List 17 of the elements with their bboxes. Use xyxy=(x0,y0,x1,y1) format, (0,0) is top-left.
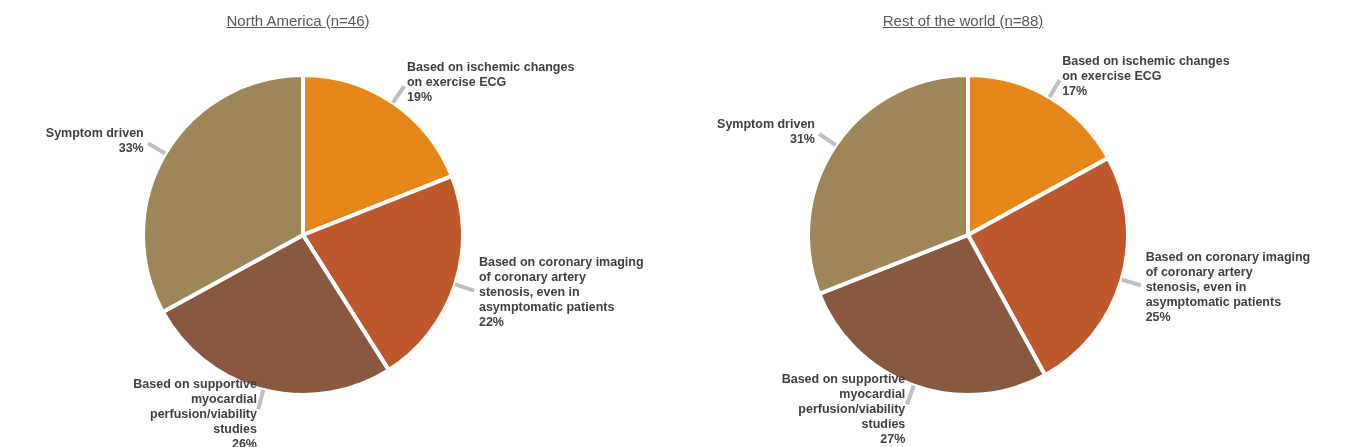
data-label: 25% xyxy=(1145,309,1171,324)
slice-label: Based on coronary imaging of coronary artery stenosis, even in asymptomatic patients xyxy=(478,255,644,315)
slice-label: Based on ischemic changes on exercise ECG xyxy=(1062,53,1230,83)
slice-label: Based on supportive myocardial perfusion/viability studies xyxy=(133,377,258,437)
data-label: 33% xyxy=(118,141,144,156)
data-label: 22% xyxy=(478,315,504,330)
data-label: 19% xyxy=(406,89,433,104)
slice-label: Based on supportive myocardial perfusion/viability studies xyxy=(781,372,906,432)
chart-title: North America (n=46) xyxy=(225,12,371,29)
slice-label: Symptom driven xyxy=(717,116,815,131)
data-label: 17% xyxy=(1062,83,1088,98)
data-label: 27% xyxy=(880,432,906,447)
slice-label: Based on coronary imaging of coronary artery stenosis, even in asymptomatic patients xyxy=(1145,249,1311,309)
slice-label: Based on ischemic changes on exercise ECG xyxy=(406,59,575,89)
chart-title: Rest of the world (n=88) xyxy=(881,12,1045,29)
slice-label: Symptom driven xyxy=(45,126,144,141)
data-label: 31% xyxy=(789,131,815,146)
